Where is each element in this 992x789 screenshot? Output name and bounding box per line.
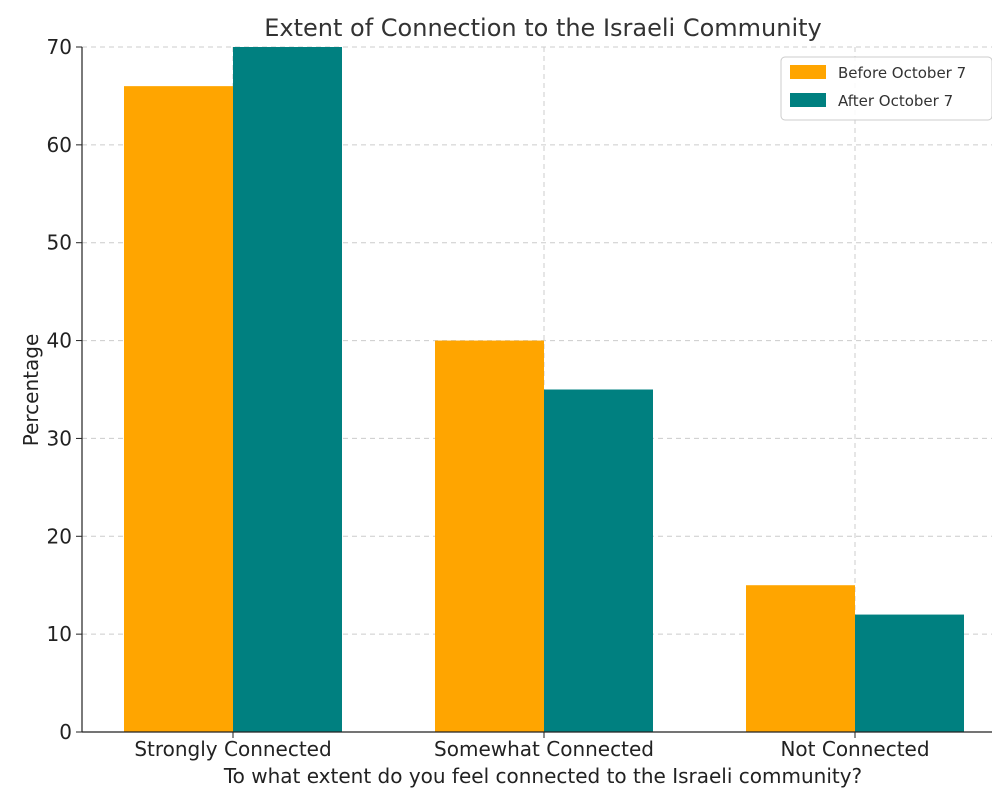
legend-label-after: After October 7 bbox=[838, 92, 953, 110]
legend-box bbox=[780, 56, 992, 121]
legend-label-before: Before October 7 bbox=[838, 64, 966, 82]
y-tick-label: 50 bbox=[47, 231, 72, 255]
x-tick-label: Not Connected bbox=[780, 737, 929, 761]
y-tick-label: 70 bbox=[47, 35, 72, 59]
legend-swatch-after bbox=[790, 93, 826, 107]
y-tick-label: 20 bbox=[47, 524, 72, 548]
bar-before-0 bbox=[124, 86, 233, 732]
bar-before-1 bbox=[435, 340, 544, 732]
legend-swatch-before bbox=[790, 65, 826, 79]
bar-after-2 bbox=[855, 614, 964, 732]
y-tick-label: 10 bbox=[47, 622, 72, 646]
axes-layer bbox=[81, 47, 992, 733]
bars-layer bbox=[124, 47, 964, 732]
y-tick-label: 30 bbox=[47, 426, 72, 450]
bar-after-0 bbox=[233, 47, 342, 732]
y-axis-label: Percentage bbox=[19, 334, 43, 447]
x-tick-label: Somewhat Connected bbox=[434, 737, 654, 761]
ticks-layer: 0 10 20 30 40 50 60 70 Strongly Connected Somewha… bbox=[47, 35, 930, 761]
y-tick-label: 40 bbox=[47, 329, 72, 353]
y-tick-label: 0 bbox=[59, 720, 72, 744]
x-tick-label: Strongly Connected bbox=[134, 737, 331, 761]
x-axis-label: To what extent do you feel connected to … bbox=[223, 764, 862, 788]
bar-after-1 bbox=[544, 389, 653, 732]
bar-before-2 bbox=[746, 585, 855, 732]
y-tick-label: 60 bbox=[47, 133, 72, 157]
chart-title: Extent of Connection to the Israeli Comm… bbox=[264, 14, 822, 42]
legend: Before October 7 After October 7 bbox=[780, 56, 992, 121]
